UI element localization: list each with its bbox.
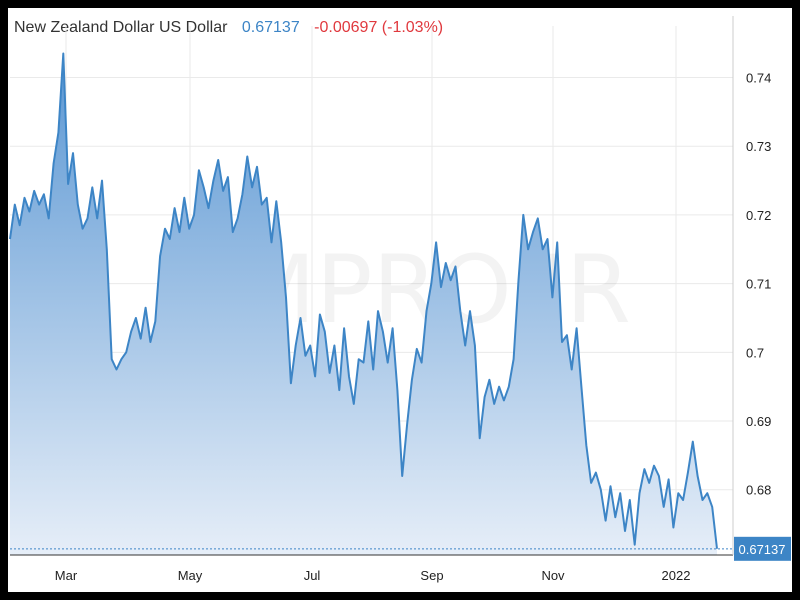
tick-labels: 0.74 0.73 0.72 0.71 0.7 0.69 0.68 Mar May Jul Sep N…	[55, 71, 791, 583]
y-tick-label: 0.68	[746, 483, 771, 498]
x-tick-label: Nov	[541, 568, 565, 583]
y-tick-label: 0.71	[746, 277, 771, 292]
y-tick-label: 0.69	[746, 414, 771, 429]
axes	[10, 16, 734, 556]
series-line	[9, 52, 718, 549]
last-value-label: 0.67137	[739, 542, 786, 557]
y-tick-label: 0.74	[746, 71, 771, 86]
last-value-box	[734, 536, 791, 561]
x-tick-label: 2022	[662, 568, 691, 583]
y-tick-label: 0.73	[746, 139, 771, 154]
y-tick-label: 0.7	[746, 345, 764, 360]
x-tick-label: Sep	[420, 568, 443, 583]
last-price: 0.67137	[241, 19, 300, 36]
x-tick-label: May	[178, 568, 203, 583]
series-area	[9, 52, 733, 555]
y-tick-label: 0.72	[746, 208, 771, 223]
x-tick-label: Jul	[304, 568, 321, 583]
x-tick-label: Mar	[55, 568, 78, 583]
chart-header: New Zealand Dollar US Dollar 0.67137 -0.…	[14, 19, 453, 37]
price-change: -0.00697 (-1.03%)	[314, 19, 444, 36]
instrument-name: New Zealand Dollar US Dollar	[14, 19, 228, 36]
series-area-fill	[10, 53, 717, 555]
